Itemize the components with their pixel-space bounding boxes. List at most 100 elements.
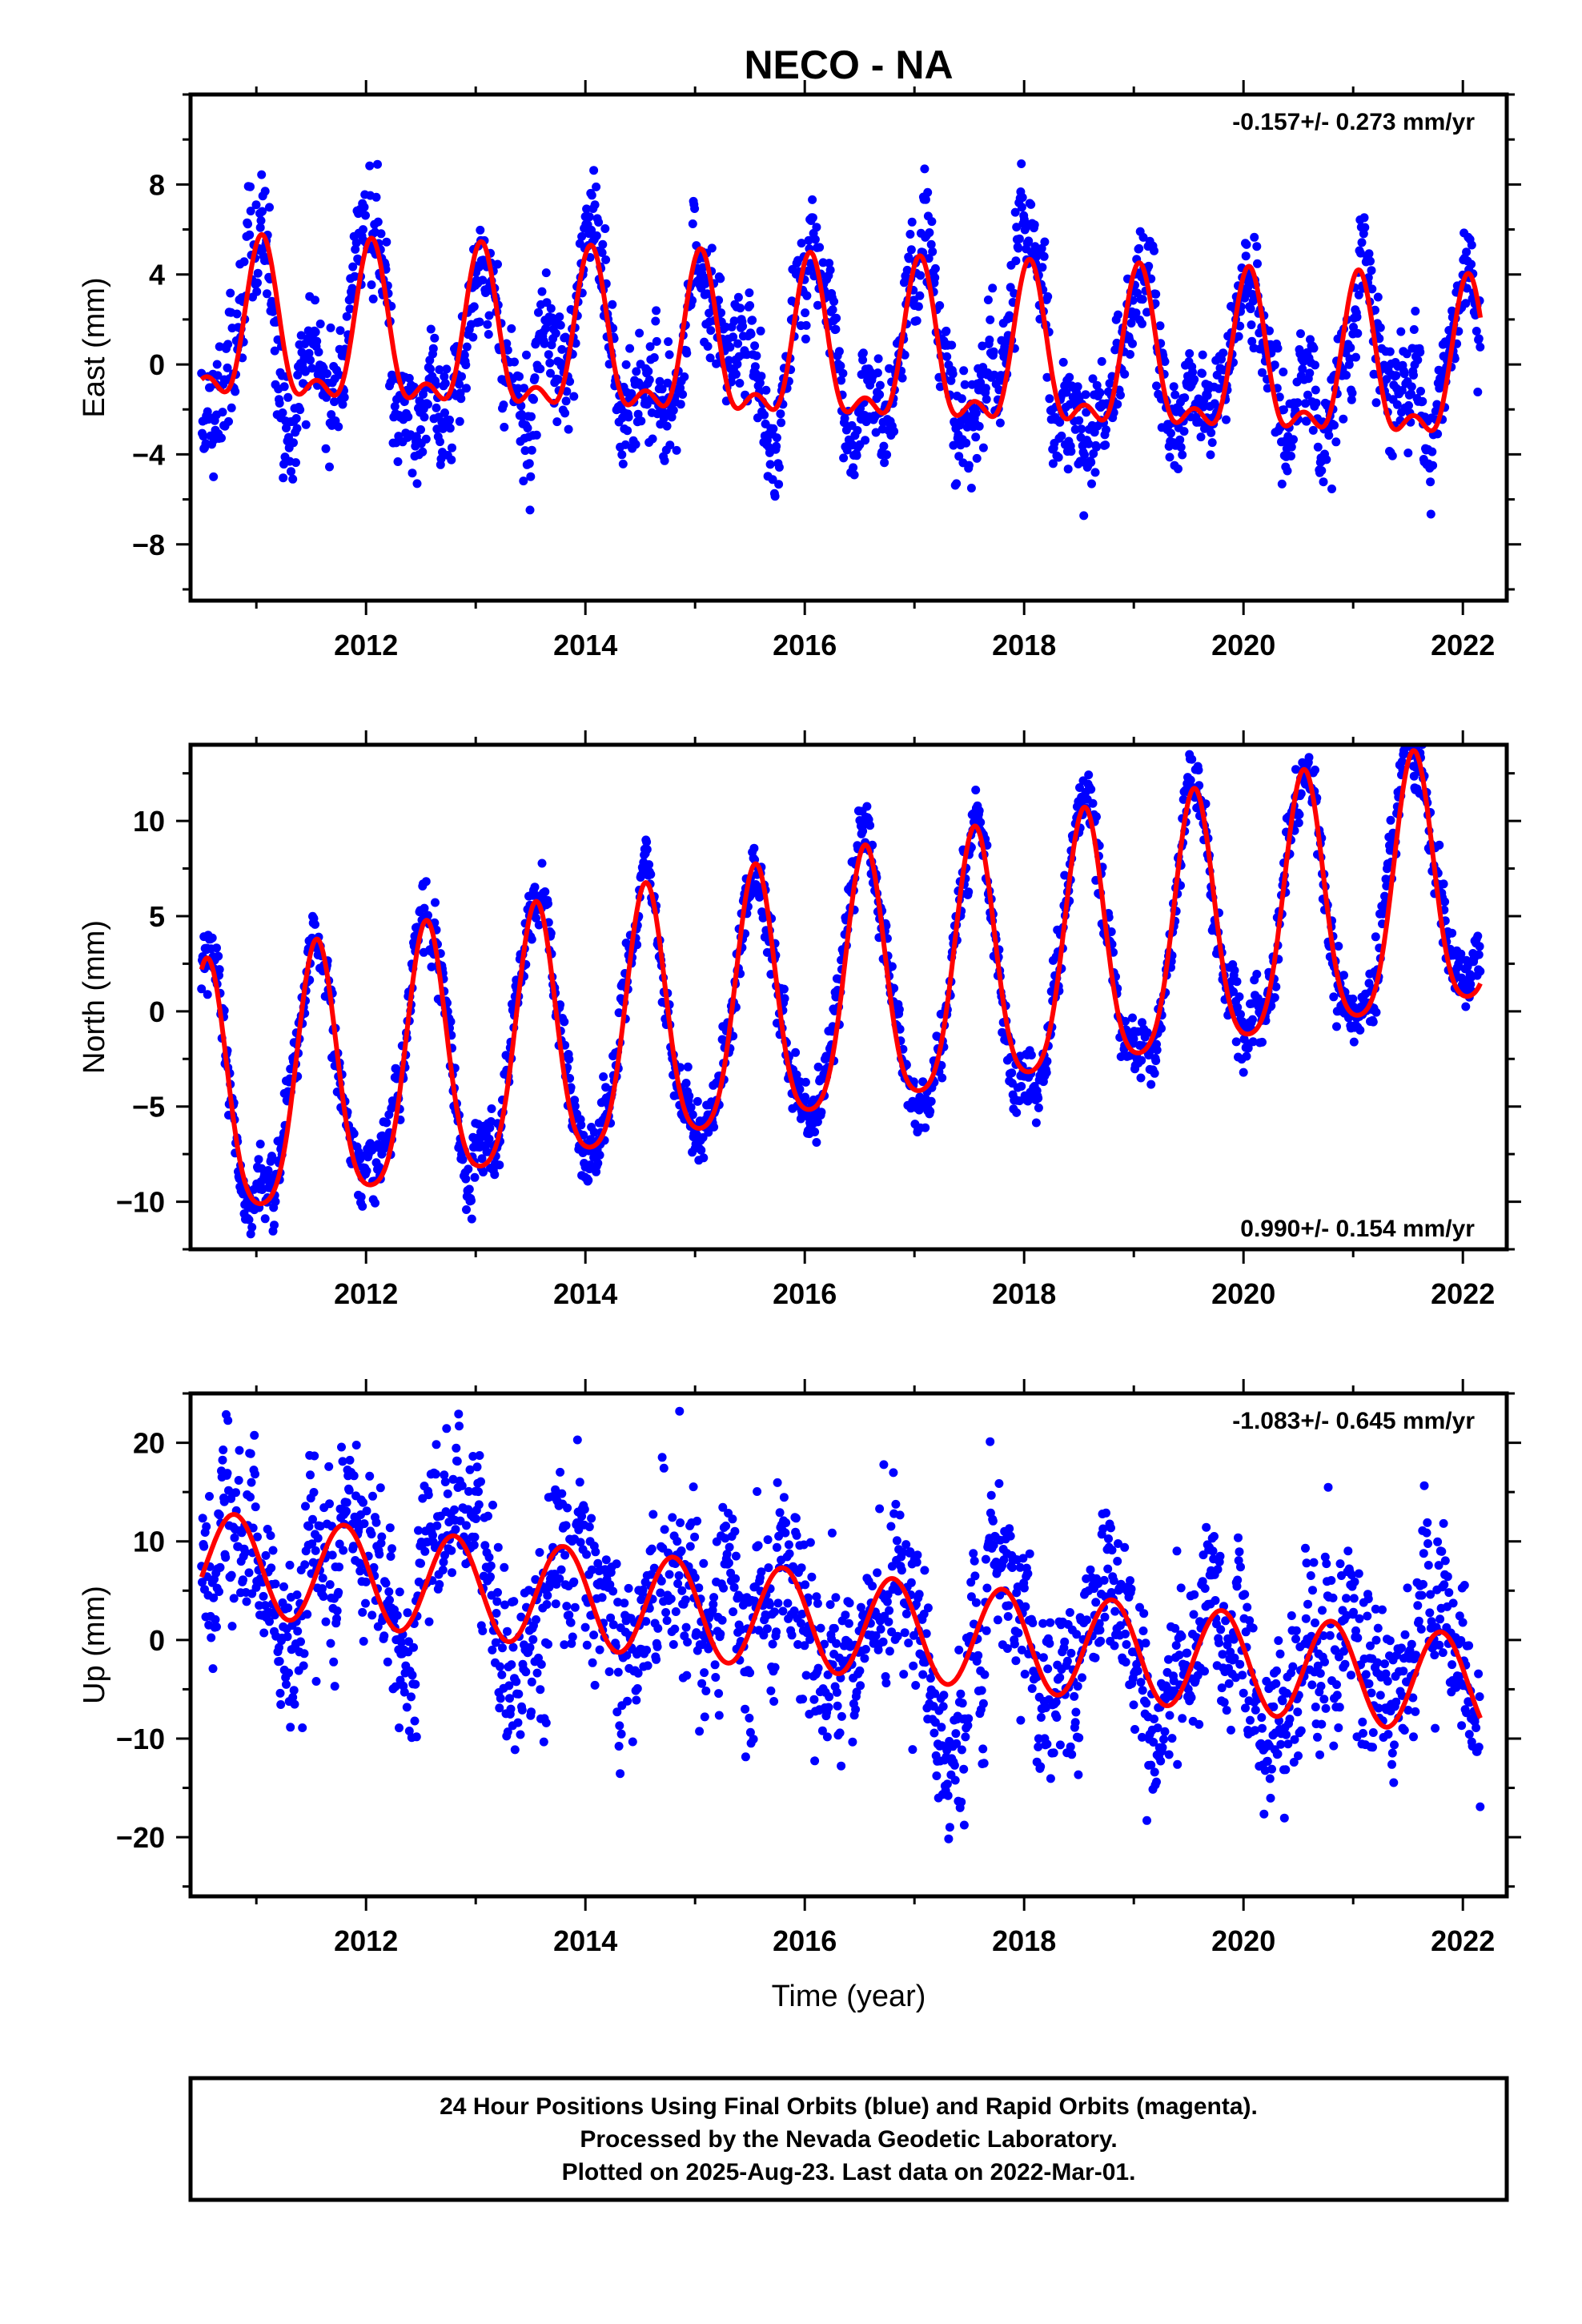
data-point xyxy=(1411,307,1420,316)
data-point xyxy=(461,360,471,370)
data-point xyxy=(452,1443,461,1453)
data-point xyxy=(1265,326,1274,336)
data-point xyxy=(1405,723,1414,732)
data-point xyxy=(432,1521,442,1530)
data-point xyxy=(447,455,456,464)
data-point xyxy=(211,1614,220,1624)
data-point xyxy=(663,378,673,388)
data-point xyxy=(483,320,492,329)
data-point xyxy=(921,195,930,204)
data-point xyxy=(313,1534,323,1543)
data-point xyxy=(247,1478,256,1487)
data-point xyxy=(293,1626,303,1636)
data-point xyxy=(644,367,653,376)
data-point xyxy=(445,415,454,424)
data-point xyxy=(362,1506,371,1516)
data-point xyxy=(532,430,541,440)
data-point xyxy=(493,1542,503,1552)
data-point xyxy=(1258,1037,1267,1047)
data-point xyxy=(1157,1023,1166,1033)
data-point xyxy=(1270,993,1279,1003)
data-point xyxy=(306,356,315,365)
data-point xyxy=(676,400,685,409)
data-point xyxy=(455,1421,464,1431)
data-point xyxy=(616,1729,626,1739)
data-point xyxy=(613,1667,623,1677)
data-point xyxy=(624,1583,633,1593)
data-point xyxy=(424,400,432,409)
data-point xyxy=(633,409,643,419)
data-point xyxy=(949,440,958,450)
data-point xyxy=(769,424,778,433)
data-point xyxy=(685,1542,695,1551)
x-tick-label: 2016 xyxy=(773,629,837,661)
data-point xyxy=(1348,994,1358,1003)
data-point xyxy=(219,1445,228,1454)
data-point xyxy=(445,424,455,433)
data-point xyxy=(454,1409,464,1419)
data-point xyxy=(1252,242,1262,251)
data-point xyxy=(475,1451,484,1460)
data-point xyxy=(555,312,564,322)
data-point xyxy=(926,1096,936,1106)
data-point xyxy=(321,444,331,453)
data-point xyxy=(500,1562,509,1572)
data-point xyxy=(303,1610,312,1619)
data-point xyxy=(1179,427,1189,436)
data-point xyxy=(1375,334,1384,344)
data-point xyxy=(468,332,478,342)
x-tick-label: 2018 xyxy=(992,1277,1056,1310)
data-point xyxy=(265,1617,274,1626)
data-point xyxy=(1040,237,1050,247)
data-point xyxy=(564,424,573,434)
x-tick-label: 2012 xyxy=(334,1277,398,1310)
data-point xyxy=(1466,979,1476,989)
data-point xyxy=(1287,442,1296,452)
data-point xyxy=(915,291,925,300)
data-point xyxy=(469,1540,479,1550)
data-point xyxy=(402,1703,412,1712)
data-point xyxy=(839,453,849,463)
data-point xyxy=(235,1445,244,1455)
data-point xyxy=(1475,942,1484,951)
data-point xyxy=(464,1184,474,1194)
data-point xyxy=(1134,243,1144,253)
data-point xyxy=(576,1120,586,1130)
y-tick-label: −5 xyxy=(132,1091,165,1124)
data-point xyxy=(1252,970,1262,979)
data-point xyxy=(246,1492,255,1502)
data-point xyxy=(1175,435,1185,444)
rate-annotation: -0.157+/- 0.273 mm/yr xyxy=(1232,109,1475,135)
data-point xyxy=(681,1622,691,1632)
data-point xyxy=(959,366,969,376)
data-point xyxy=(1258,368,1267,377)
data-point xyxy=(1387,451,1397,460)
data-point xyxy=(442,364,452,374)
data-point xyxy=(988,283,998,293)
data-point xyxy=(997,336,1006,345)
data-point xyxy=(1185,349,1195,358)
data-point xyxy=(948,369,958,379)
data-point xyxy=(257,170,267,179)
data-point xyxy=(964,887,974,897)
data-point xyxy=(645,342,655,352)
data-point xyxy=(731,369,741,379)
data-point xyxy=(683,1062,693,1072)
data-point xyxy=(652,1655,661,1664)
data-point xyxy=(593,1159,603,1168)
data-point xyxy=(1079,511,1089,521)
data-point xyxy=(647,1544,656,1554)
data-point xyxy=(561,1521,571,1530)
data-point xyxy=(600,224,610,233)
data-point xyxy=(450,1505,459,1514)
data-point xyxy=(432,403,441,412)
data-point xyxy=(512,1677,521,1687)
data-point xyxy=(532,913,540,923)
data-point xyxy=(476,225,485,235)
data-point xyxy=(251,200,261,210)
data-point xyxy=(1270,360,1279,370)
data-point xyxy=(981,384,990,393)
data-point xyxy=(636,416,646,426)
data-point xyxy=(1239,1068,1248,1077)
data-point xyxy=(632,940,642,950)
